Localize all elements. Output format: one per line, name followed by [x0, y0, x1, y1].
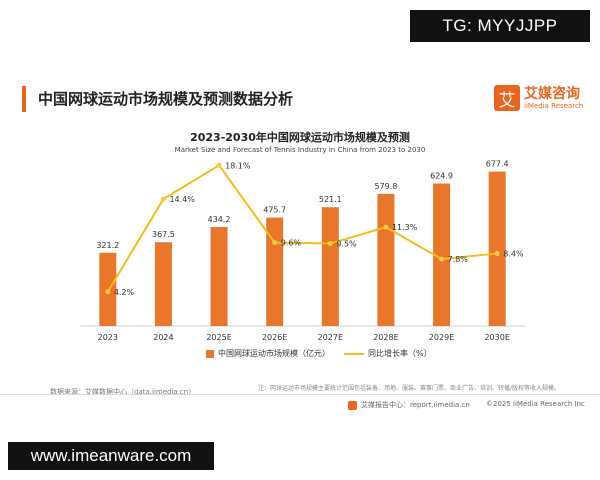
bar-value-label-2026E: 475.7	[263, 206, 286, 215]
bar-2028E	[377, 193, 395, 326]
legend-bar-swatch	[206, 349, 214, 358]
growth-point-2024	[160, 196, 166, 202]
bar-value-label-2023: 321.2	[96, 241, 119, 250]
report-center: 艾媒报告中心：report.iimedia.cn	[348, 400, 470, 410]
footer-divider	[0, 394, 600, 395]
growth-point-2027E	[327, 241, 333, 247]
growth-label-2024: 14.4%	[169, 195, 195, 204]
chart-title: 2023-2030年中国网球运动市场规模及预测	[190, 131, 410, 144]
bar-2024	[154, 242, 172, 326]
logo-mark: 艾	[494, 85, 520, 111]
growth-label-2025E: 18.1%	[225, 161, 251, 170]
iimedia-logo: 艾 艾媒咨询 iiMedia Research	[494, 83, 588, 117]
chart-subtitle: Market Size and Forecast of Tennis Indus…	[174, 146, 426, 154]
growth-point-2028E	[383, 224, 389, 230]
x-tick-label-2027E: 2027E	[318, 333, 343, 342]
bar-value-label-2024: 367.5	[152, 230, 175, 239]
logo-en-text: iiMedia Research	[524, 102, 584, 110]
growth-rate-line	[106, 163, 498, 293]
copyright: ©2025 iiMedia Research Inc	[486, 400, 585, 408]
growth-label-2030E: 8.4%	[503, 250, 524, 259]
growth-label-2026E: 9.6%	[281, 239, 302, 248]
bar-2030E	[488, 171, 506, 326]
bar-2025E	[210, 227, 228, 326]
x-tick-label-2025E: 2025E	[206, 333, 231, 342]
growth-label-2027E: 9.5%	[336, 240, 357, 249]
x-tick-label-2024: 2024	[153, 333, 173, 342]
data-source: 数据来源：艾媒数据中心（data.iimedia.cn）	[50, 388, 196, 396]
footnote: 注：网球运动市场规模主要统计范围包括装备、场地、服装、赛事门票、商业广告、培训、…	[258, 385, 561, 392]
growth-label-2023: 4.2%	[114, 288, 135, 297]
x-tick-label-2028E: 2028E	[373, 333, 398, 342]
growth-point-2025E	[216, 162, 222, 168]
growth-label-2029E: 7.8%	[448, 255, 469, 264]
chart-legend: 中国网球运动市场规模（亿元） 同比增长率（%）	[206, 348, 432, 359]
bar-value-label-2027E: 521.1	[319, 195, 342, 204]
x-tick-label-2026E: 2026E	[262, 333, 287, 342]
bar-value-label-2029E: 624.9	[430, 172, 453, 181]
top-watermark: TG: MYYJJPP	[410, 10, 590, 42]
logo-cn-text: 艾媒咨询	[524, 86, 580, 102]
page-title: 中国网球运动市场规模及预测数据分析	[38, 90, 294, 108]
report-icon	[348, 400, 357, 410]
legend-line-swatch	[344, 352, 364, 355]
x-tick-label-2030E: 2030E	[484, 333, 509, 342]
legend-bar-label: 中国网球运动市场规模（亿元）	[218, 349, 330, 358]
bar-value-label-2025E: 434.2	[208, 215, 231, 224]
x-tick-label-2029E: 2029E	[429, 333, 454, 342]
growth-point-2023	[105, 289, 111, 295]
x-tick-label-2023: 2023	[98, 333, 118, 342]
growth-point-2029E	[439, 256, 445, 262]
report-center-text: 艾媒报告中心：report.iimedia.cn	[361, 401, 470, 409]
header-accent-bar	[22, 86, 26, 112]
growth-label-2028E: 11.3%	[392, 223, 418, 232]
bar-2027E	[321, 207, 339, 326]
growth-point-2026E	[272, 240, 278, 246]
bar-value-label-2030E: 677.4	[486, 160, 509, 169]
growth-point-2030E	[494, 251, 500, 257]
bar-value-label-2028E: 579.8	[374, 182, 397, 191]
bottom-watermark: www.imeanware.com	[8, 442, 214, 470]
bar-2029E	[433, 183, 451, 326]
bar-2026E	[266, 217, 284, 326]
legend-line-label: 同比增长率（%）	[368, 349, 432, 358]
